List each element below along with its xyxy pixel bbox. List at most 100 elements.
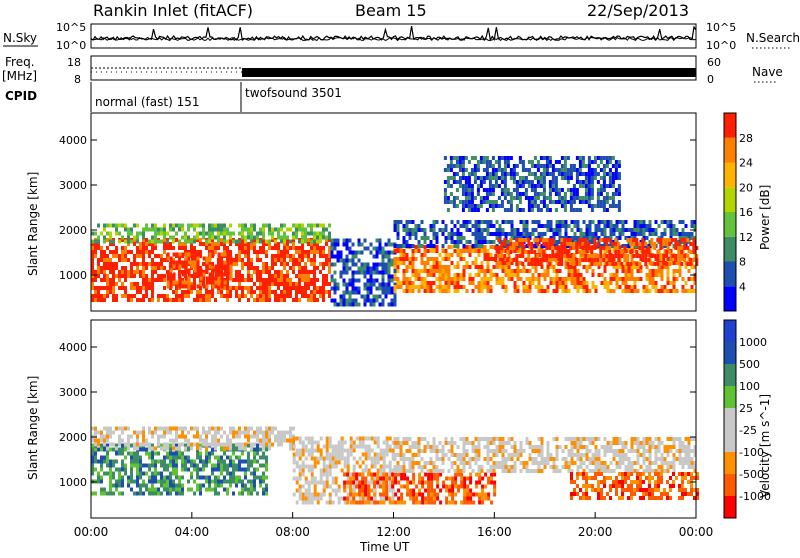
heatmap-cell: [457, 249, 460, 253]
heatmap-cell: [502, 277, 505, 281]
heatmap-cell: [543, 172, 546, 176]
heatmap-cell: [655, 220, 658, 224]
heatmap-cell: [347, 465, 350, 469]
heatmap-cell: [181, 468, 184, 472]
heatmap-cell: [507, 164, 510, 168]
heatmap-cell: [528, 168, 531, 172]
heatmap-cell: [456, 196, 459, 200]
heatmap-cell: [259, 443, 262, 447]
heatmap-cell: [370, 287, 373, 291]
heatmap-cell: [314, 477, 317, 481]
heatmap-cell: [640, 224, 643, 228]
heatmap-cell: [232, 444, 235, 448]
heatmap-cell: [332, 477, 335, 481]
heatmap-cell: [454, 224, 457, 228]
heatmap-cell: [643, 224, 646, 228]
heatmap-cell: [94, 290, 97, 294]
heatmap-cell: [445, 489, 448, 493]
heatmap-cell: [374, 497, 377, 501]
heatmap-cell: [478, 253, 481, 257]
heatmap-cell: [277, 232, 280, 236]
colorbar-segment: [724, 262, 736, 287]
heatmap-cell: [176, 265, 179, 269]
heatmap-cell: [421, 220, 424, 224]
heatmap-cell: [232, 232, 235, 236]
heatmap-cell: [130, 460, 133, 464]
heatmap-cell: [373, 267, 376, 271]
heatmap-cell: [139, 488, 142, 492]
heatmap-cell: [154, 278, 157, 282]
heatmap-cell: [202, 464, 205, 468]
heatmap-cell: [445, 249, 448, 253]
heatmap-cell: [154, 447, 157, 451]
heatmap-cell: [133, 447, 136, 451]
heatmap-cell: [184, 468, 187, 472]
heatmap-cell: [685, 289, 688, 293]
heatmap-cell: [385, 497, 388, 501]
heatmap-cell: [477, 184, 480, 188]
heatmap-cell: [409, 236, 412, 240]
heatmap-cell: [298, 278, 301, 282]
heatmap-cell: [474, 176, 477, 180]
heatmap-cell: [610, 228, 613, 232]
heatmap-cell: [371, 437, 374, 441]
heatmap-cell: [403, 249, 406, 253]
heatmap-cell: [677, 242, 680, 246]
heatmap-cell: [457, 489, 460, 493]
heatmap-cell: [208, 427, 211, 431]
heatmap-cell: [170, 281, 173, 285]
heatmap-cell: [394, 220, 397, 224]
heatmap-cell: [409, 285, 412, 289]
heatmap-cell: [193, 228, 196, 232]
heatmap-cell: [574, 232, 577, 236]
heatmap-cell: [604, 269, 607, 273]
heatmap-cell: [302, 453, 305, 457]
heatmap-cell: [388, 291, 391, 295]
heatmap-cell: [283, 246, 286, 250]
heatmap-cell: [606, 172, 609, 176]
heatmap-cell: [182, 273, 185, 277]
heatmap-cell: [502, 285, 505, 289]
heatmap-cell: [338, 457, 341, 461]
heatmap-cell: [617, 250, 620, 254]
heatmap-cell: [463, 493, 466, 497]
heatmap-cell: [412, 289, 415, 293]
heatmap-cell: [564, 196, 567, 200]
heatmap-cell: [136, 290, 139, 294]
heatmap-cell: [495, 200, 498, 204]
heatmap-cell: [227, 253, 230, 257]
freq-tick-bottom: 8: [74, 73, 81, 86]
heatmap-cell: [319, 246, 322, 250]
heatmap-cell: [196, 443, 199, 447]
heatmap-cell: [121, 492, 124, 496]
heatmap-cell: [299, 457, 302, 461]
power-ylabel: Slant Range [km]: [26, 172, 40, 276]
heatmap-cell: [379, 251, 382, 255]
heatmap-cell: [373, 247, 376, 251]
heatmap-cell: [136, 224, 139, 228]
heatmap-cell: [472, 501, 475, 505]
heatmap-cell: [97, 431, 100, 435]
heatmap-cell: [583, 220, 586, 224]
heatmap-cell: [139, 246, 142, 250]
heatmap-cell: [394, 249, 397, 253]
heatmap-cell: [394, 285, 397, 289]
heatmap-cell: [316, 290, 319, 294]
heatmap-cell: [592, 273, 595, 277]
heatmap-cell: [184, 236, 187, 240]
heatmap-cell: [241, 262, 244, 266]
heatmap-cell: [448, 285, 451, 289]
heatmap-cell: [580, 228, 583, 232]
heatmap-cell: [329, 497, 332, 501]
heatmap-cell: [649, 277, 652, 281]
heatmap-cell: [265, 443, 268, 447]
heatmap-cell: [505, 289, 508, 293]
heatmap-cell: [136, 439, 139, 443]
heatmap-cell: [358, 501, 361, 505]
heatmap-cell: [453, 176, 456, 180]
heatmap-cell: [271, 278, 274, 282]
heatmap-cell: [460, 277, 463, 281]
heatmap-cell: [136, 431, 139, 435]
heatmap-cell: [576, 168, 579, 172]
heatmap-cell: [320, 493, 323, 497]
